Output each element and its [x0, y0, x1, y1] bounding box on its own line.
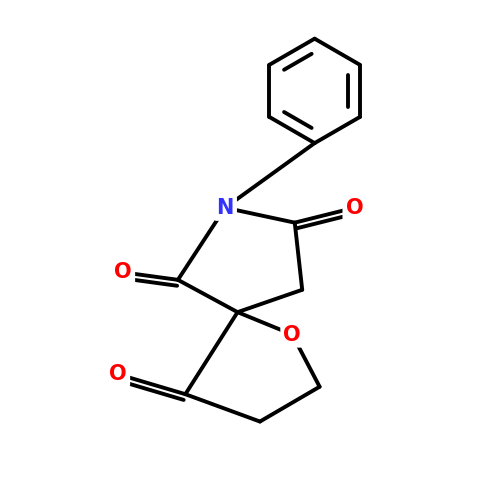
Text: O: O	[114, 262, 132, 282]
Text: O: O	[284, 324, 301, 344]
Text: O: O	[110, 364, 127, 384]
Text: O: O	[346, 198, 363, 218]
Text: N: N	[216, 198, 234, 218]
